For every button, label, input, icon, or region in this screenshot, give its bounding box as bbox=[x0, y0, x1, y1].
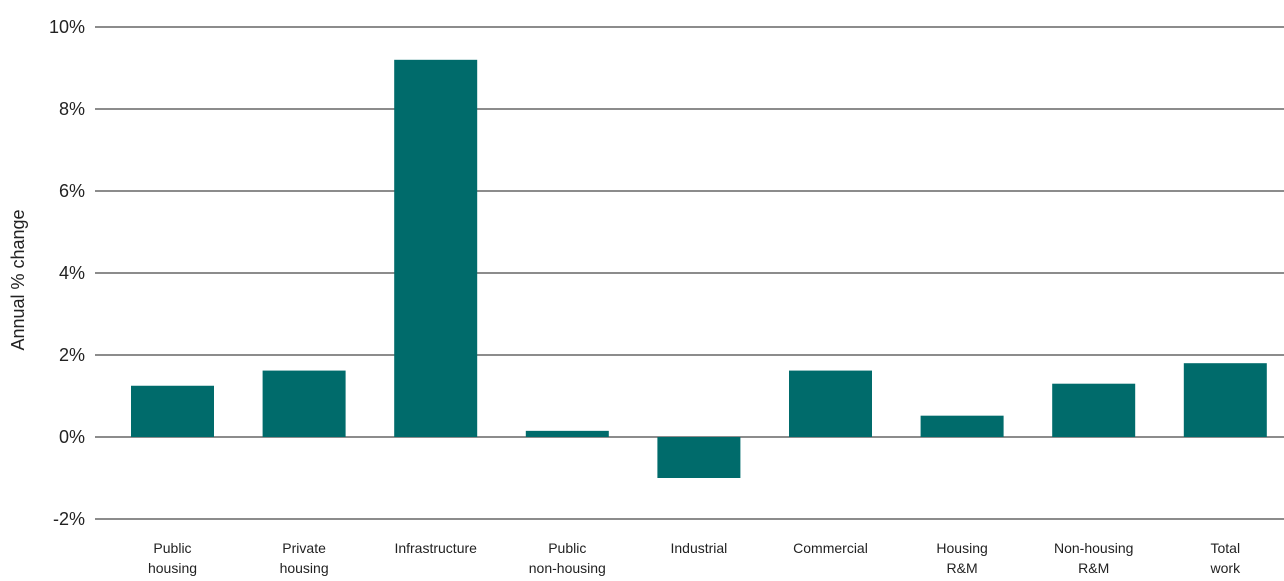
y-tick-label: 10% bbox=[49, 17, 85, 37]
x-tick-label: Industrial bbox=[670, 540, 727, 556]
y-tick-label: 4% bbox=[59, 263, 85, 283]
x-tick-label: Commercial bbox=[793, 540, 868, 556]
x-tick-label: Public non-housing bbox=[529, 540, 606, 576]
y-axis-title: Annual % change bbox=[8, 209, 28, 350]
y-tick-label: 6% bbox=[59, 181, 85, 201]
bar bbox=[394, 59, 478, 438]
bar bbox=[525, 430, 609, 437]
x-axis-labels: Public housing Private housing Infrastructur… bbox=[148, 540, 1241, 576]
x-tick-label: Infrastructure bbox=[394, 540, 477, 556]
y-tick-label: 0% bbox=[59, 427, 85, 447]
y-tick-label: -2% bbox=[53, 509, 85, 529]
bar bbox=[1183, 363, 1267, 437]
x-tick-label: Public housing bbox=[148, 540, 197, 576]
x-tick-label: Private housing bbox=[280, 540, 329, 576]
bar bbox=[657, 437, 741, 478]
bar bbox=[262, 370, 346, 437]
bars bbox=[131, 59, 1267, 478]
bar bbox=[1052, 383, 1136, 437]
x-tick-label: Housing R&M bbox=[936, 540, 987, 576]
x-tick-label: Non-housing R&M bbox=[1054, 540, 1133, 576]
y-tick-label: 8% bbox=[59, 99, 85, 119]
y-axis-ticks: -2% 0% 2% 4% 6% 8% 10% bbox=[49, 17, 85, 529]
x-tick-label: Total work bbox=[1210, 540, 1242, 576]
bar bbox=[131, 385, 214, 437]
y-tick-label: 2% bbox=[59, 345, 85, 365]
bar bbox=[789, 370, 872, 437]
bar bbox=[920, 415, 1004, 437]
